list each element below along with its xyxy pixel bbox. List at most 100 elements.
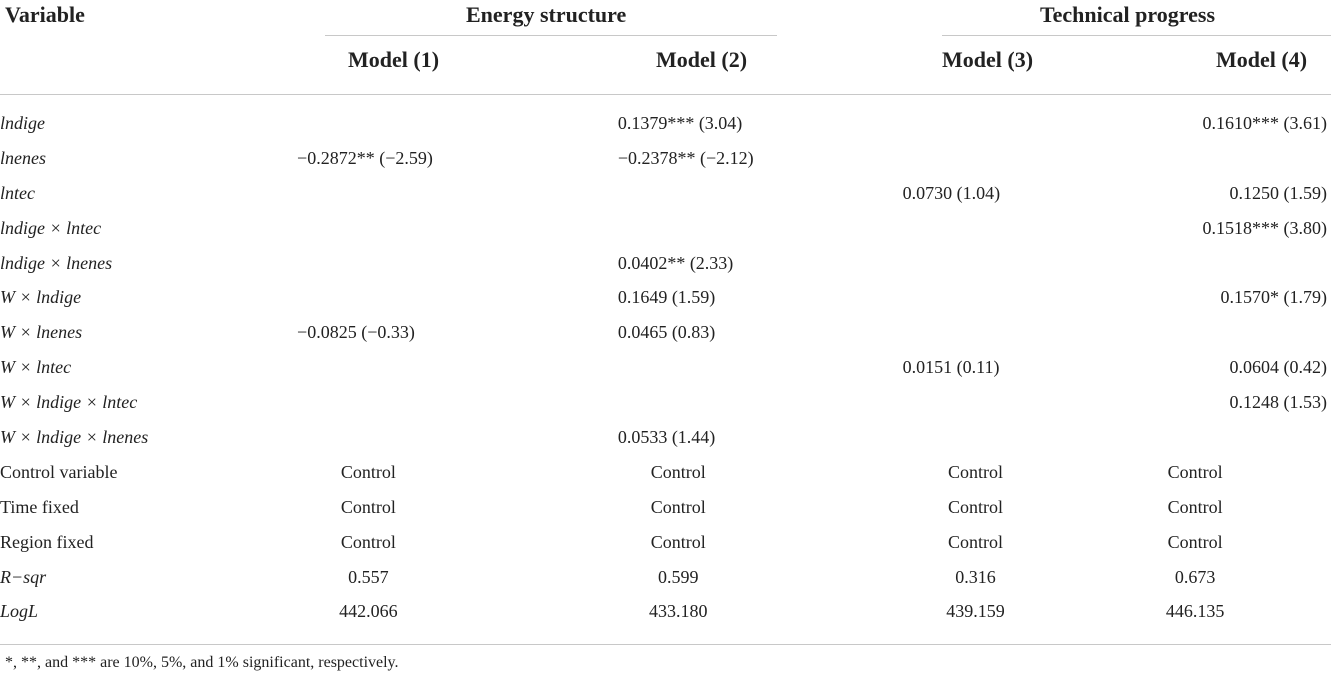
model-3-cell (892, 280, 1060, 315)
model-4-cell: 0.0604 (0.42) (1229, 357, 1328, 378)
model-4-cell (1059, 246, 1331, 281)
model-1-cell: Control (340, 461, 396, 482)
model-4-cell: Control (1167, 531, 1223, 552)
row-label: Region fixed (0, 531, 94, 552)
table-row: W × lndige × lnenes 0.0533 (1.44) (0, 420, 1331, 455)
model-2-cell (465, 211, 892, 246)
row-label: W × lndige × lntec (0, 392, 138, 413)
model-2-cell: Control (650, 461, 706, 482)
model-3-cell (892, 315, 1060, 350)
table-row: lndige 0.1379*** (3.04) 0.1610*** (3.61) (0, 106, 1331, 141)
model-4-cell: 0.1570* (1.79) (1220, 287, 1328, 308)
table-row: W × lndige × lntec 0.1248 (1.53) (0, 385, 1331, 420)
group1-underline (325, 35, 777, 36)
model-2-cell: 0.1379*** (3.04) (617, 112, 743, 133)
technical-progress-header: Technical progress (1040, 2, 1216, 27)
row-label: W × lndige (0, 287, 82, 308)
model-3-cell: 0.316 (955, 566, 996, 587)
table-row: lnenes −0.2872** (−2.59) −0.2378** (−2.12) (0, 141, 1331, 176)
model-1-cell: −0.0825 (−0.33) (297, 322, 415, 343)
model-2-cell (465, 385, 892, 420)
model-1-cell: 0.557 (348, 566, 389, 587)
table-row: W × lntec 0.0151 (0.11) 0.0604 (0.42) (0, 350, 1331, 385)
model-3-cell (892, 141, 1060, 176)
row-label: W × lntec (0, 357, 72, 378)
model-1-cell (272, 106, 465, 141)
model-1-cell (272, 176, 465, 211)
model-1-cell (272, 420, 465, 455)
row-label: W × lndige × lnenes (0, 426, 149, 447)
table-bottom-rule (0, 644, 1331, 645)
model-2-cell: Control (650, 496, 706, 517)
model-1-header: Model (1) (348, 47, 440, 72)
model-4-header: Model (4) (1216, 47, 1308, 72)
table-row: Region fixed Control Control Control Control (0, 525, 1331, 560)
table-row: W × lnenes −0.0825 (−0.33) 0.0465 (0.83) (0, 315, 1331, 350)
model-1-cell: 442.066 (339, 601, 398, 622)
model-1-cell (272, 280, 465, 315)
model-4-cell: 0.1250 (1.59) (1229, 182, 1328, 203)
model-1-cell (272, 211, 465, 246)
model-3-cell (892, 246, 1060, 281)
model-3-cell (892, 385, 1060, 420)
model-2-cell: 0.0402** (2.33) (617, 252, 734, 273)
model-4-cell (1059, 420, 1331, 455)
model-3-cell: Control (947, 531, 1003, 552)
model-2-cell: Control (650, 531, 706, 552)
row-label: Control variable (0, 461, 118, 482)
model-3-cell (892, 420, 1060, 455)
model-2-cell (465, 350, 892, 385)
model-4-cell: Control (1167, 461, 1223, 482)
row-label: lndige × lnenes (0, 252, 113, 273)
row-label: lnenes (0, 147, 46, 168)
model-3-cell (892, 211, 1060, 246)
model-1-cell: Control (340, 531, 396, 552)
variable-header: Variable (5, 2, 85, 27)
table-row: lndige × lntec 0.1518*** (3.80) (0, 211, 1331, 246)
model-1-cell (272, 385, 465, 420)
header-divider (0, 94, 1331, 95)
model-2-header: Model (2) (656, 47, 748, 72)
model-4-cell: Control (1167, 496, 1223, 517)
model-2-cell: −0.2378** (−2.12) (617, 147, 754, 168)
row-label: lntec (0, 182, 35, 203)
model-3-cell: 439.159 (946, 601, 1005, 622)
row-label: W × lnenes (0, 322, 83, 343)
model-4-cell: 446.135 (1165, 601, 1225, 622)
model-2-cell: 0.1649 (1.59) (617, 287, 716, 308)
model-1-cell: −0.2872** (−2.59) (297, 147, 433, 168)
row-label: lndige (0, 112, 45, 133)
model-4-cell: 0.673 (1174, 566, 1216, 587)
group2-underline (942, 35, 1331, 36)
table-row: LogL 442.066 433.180 439.159 446.135 (0, 594, 1331, 629)
model-1-cell: Control (340, 496, 396, 517)
table-row: R−sqr 0.557 0.599 0.316 0.673 (0, 560, 1331, 595)
row-label: Time fixed (0, 496, 79, 517)
model-3-cell: Control (947, 496, 1003, 517)
model-3-cell: Control (947, 461, 1003, 482)
model-2-cell (465, 176, 892, 211)
table-row: Control variable Control Control Control Con… (0, 455, 1331, 490)
table-row: lntec 0.0730 (1.04) 0.1250 (1.59) (0, 176, 1331, 211)
model-3-header: Model (3) (942, 47, 1034, 72)
model-3-cell (892, 106, 1060, 141)
model-2-cell: 0.0533 (1.44) (617, 426, 716, 447)
energy-structure-header: Energy structure (466, 2, 627, 27)
model-2-cell: 0.0465 (0.83) (617, 322, 716, 343)
model-2-cell: 0.599 (657, 566, 699, 587)
table-row: W × lndige 0.1649 (1.59) 0.1570* (1.79) (0, 280, 1331, 315)
model-1-cell (272, 246, 465, 281)
model-3-cell: 0.0730 (1.04) (902, 182, 1001, 203)
model-4-cell: 0.1518*** (3.80) (1202, 217, 1328, 238)
row-label: R−sqr (0, 566, 47, 587)
model-1-cell (272, 350, 465, 385)
model-4-cell (1059, 141, 1331, 176)
model-4-cell (1059, 315, 1331, 350)
model-2-cell: 433.180 (648, 601, 708, 622)
model-4-cell: 0.1248 (1.53) (1229, 392, 1328, 413)
model-3-cell: 0.0151 (0.11) (902, 357, 1000, 378)
footnote: *, **, and *** are 10%, 5%, and 1% signi… (5, 654, 399, 671)
table-row: lndige × lnenes 0.0402** (2.33) (0, 246, 1331, 281)
model-4-cell: 0.1610*** (3.61) (1202, 112, 1328, 133)
row-label: LogL (0, 601, 39, 622)
